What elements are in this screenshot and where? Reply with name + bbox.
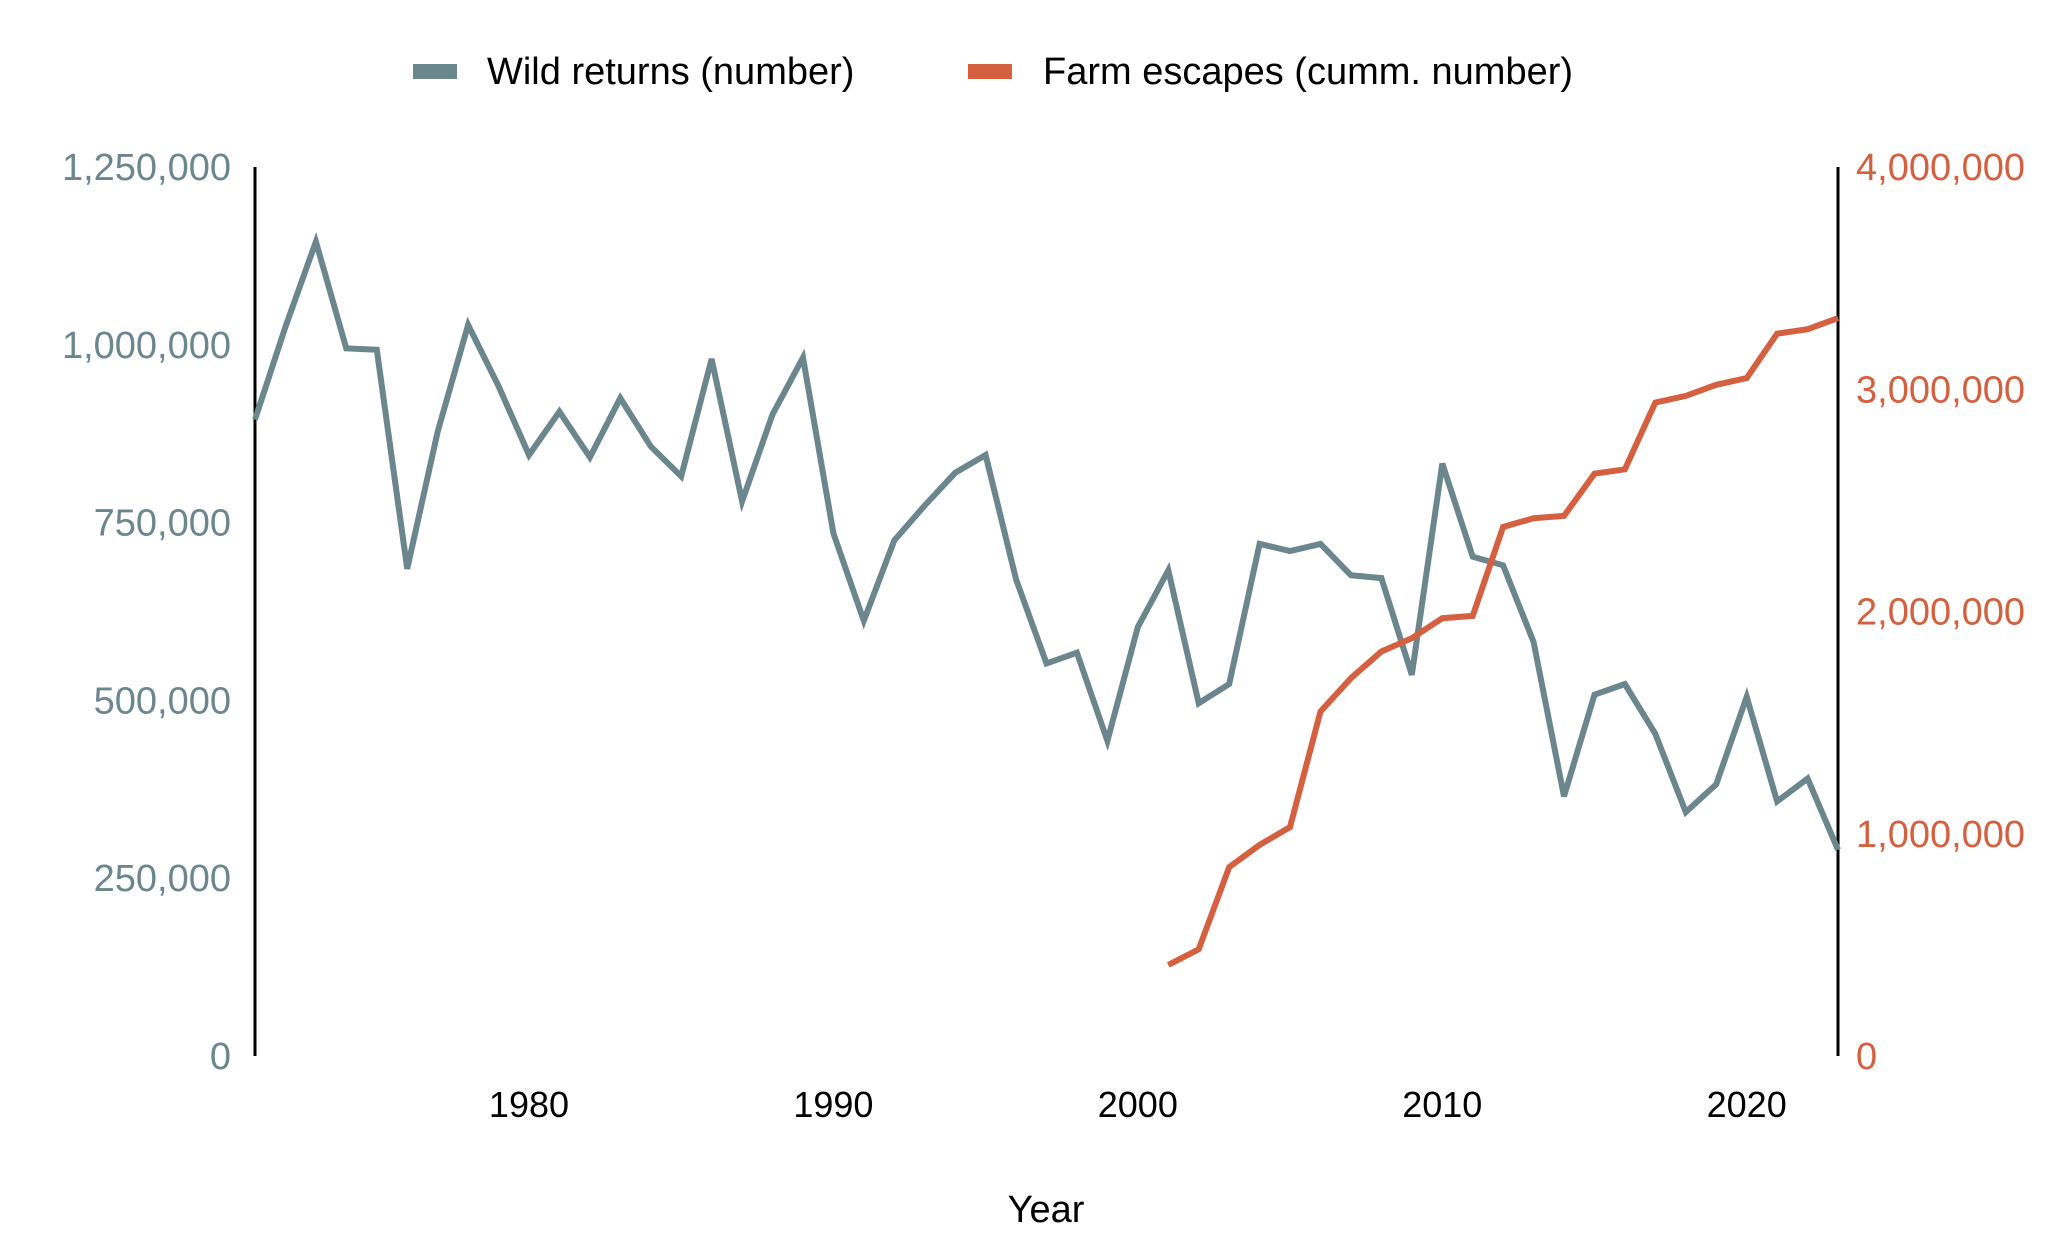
left-axis-tick-label: 750,000 [94, 503, 231, 545]
right-axis-tick-label: 0 [1856, 1036, 1877, 1078]
left-axis-tick-label: 1,250,000 [62, 147, 231, 189]
x-axis-tick-label: 1980 [489, 1084, 569, 1125]
right-axis-tick-label: 1,000,000 [1856, 814, 2025, 856]
x-axis-tick-label: 2020 [1707, 1084, 1787, 1125]
left-axis-tick-label: 500,000 [94, 680, 231, 722]
legend-label-wild-returns: Wild returns (number) [487, 51, 854, 93]
x-axis-tick-label: 1990 [793, 1084, 873, 1125]
legend-swatch-farm-escapes [968, 64, 1012, 79]
legend-label-farm-escapes: Farm escapes (cumm. number) [1043, 51, 1573, 93]
left-axis-tick-label: 0 [210, 1036, 231, 1078]
legend-swatch-wild-returns [413, 64, 457, 79]
right-axis-tick-label: 4,000,000 [1856, 147, 2025, 189]
left-axis-tick-label: 1,000,000 [62, 325, 231, 367]
x-axis-title: Year [1008, 1189, 1085, 1231]
x-axis-tick-label: 2000 [1098, 1084, 1178, 1125]
right-axis-tick-label: 2,000,000 [1856, 592, 2025, 634]
series-line-farm-escapes [1166, 315, 1840, 968]
left-axis-tick-label: 250,000 [94, 858, 231, 900]
series-line-wild-returns [252, 231, 1841, 851]
x-axis-tick-label: 2010 [1402, 1084, 1482, 1125]
right-axis-tick-label: 3,000,000 [1856, 369, 2025, 411]
